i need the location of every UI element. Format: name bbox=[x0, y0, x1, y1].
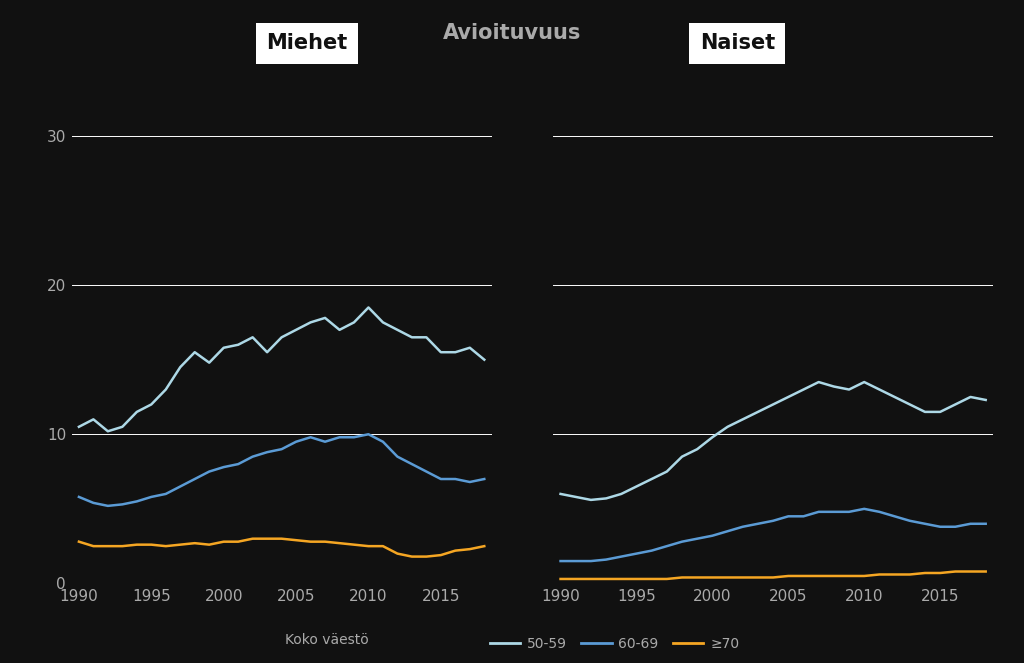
Text: Koko väestö: Koko väestö bbox=[285, 633, 369, 647]
Text: Miehet: Miehet bbox=[266, 33, 348, 53]
Text: Naiset: Naiset bbox=[699, 33, 775, 53]
Text: Avioituvuus: Avioituvuus bbox=[442, 23, 582, 43]
Legend: 50-59, 60-69, ≥70: 50-59, 60-69, ≥70 bbox=[484, 631, 744, 656]
